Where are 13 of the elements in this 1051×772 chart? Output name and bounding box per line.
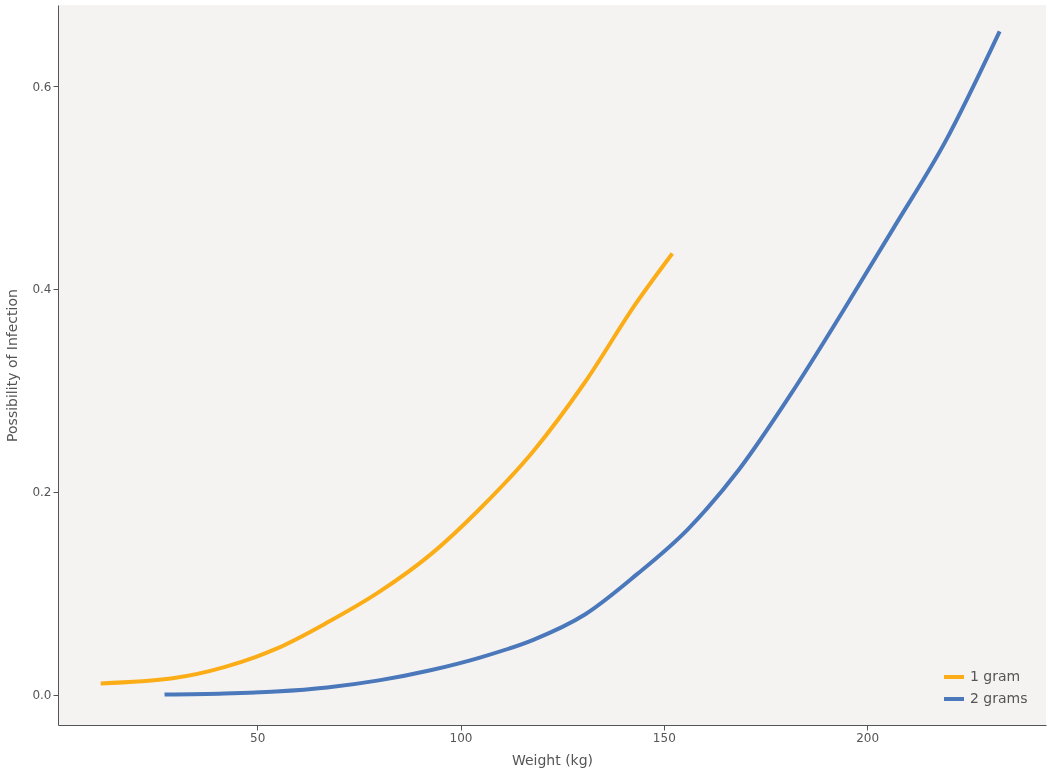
x-tick-label: 150 xyxy=(652,730,676,745)
x-axis-title: Weight (kg) xyxy=(511,751,594,768)
y-axis-title: Possibility of Infection xyxy=(4,289,21,442)
y-tick-label: 0.0 xyxy=(32,688,52,703)
line-series xyxy=(98,251,675,686)
x-tick-label: 100 xyxy=(449,730,473,745)
x-tick-label: 200 xyxy=(856,730,880,745)
legend-label: 1 gram xyxy=(970,668,1021,684)
y-tick-label: 0.2 xyxy=(32,485,52,500)
x-tick-label: 50 xyxy=(250,730,266,745)
y-tick-label: 0.4 xyxy=(32,282,52,297)
legend-label: 2 grams xyxy=(970,690,1028,706)
y-tick-label: 0.6 xyxy=(32,79,52,94)
